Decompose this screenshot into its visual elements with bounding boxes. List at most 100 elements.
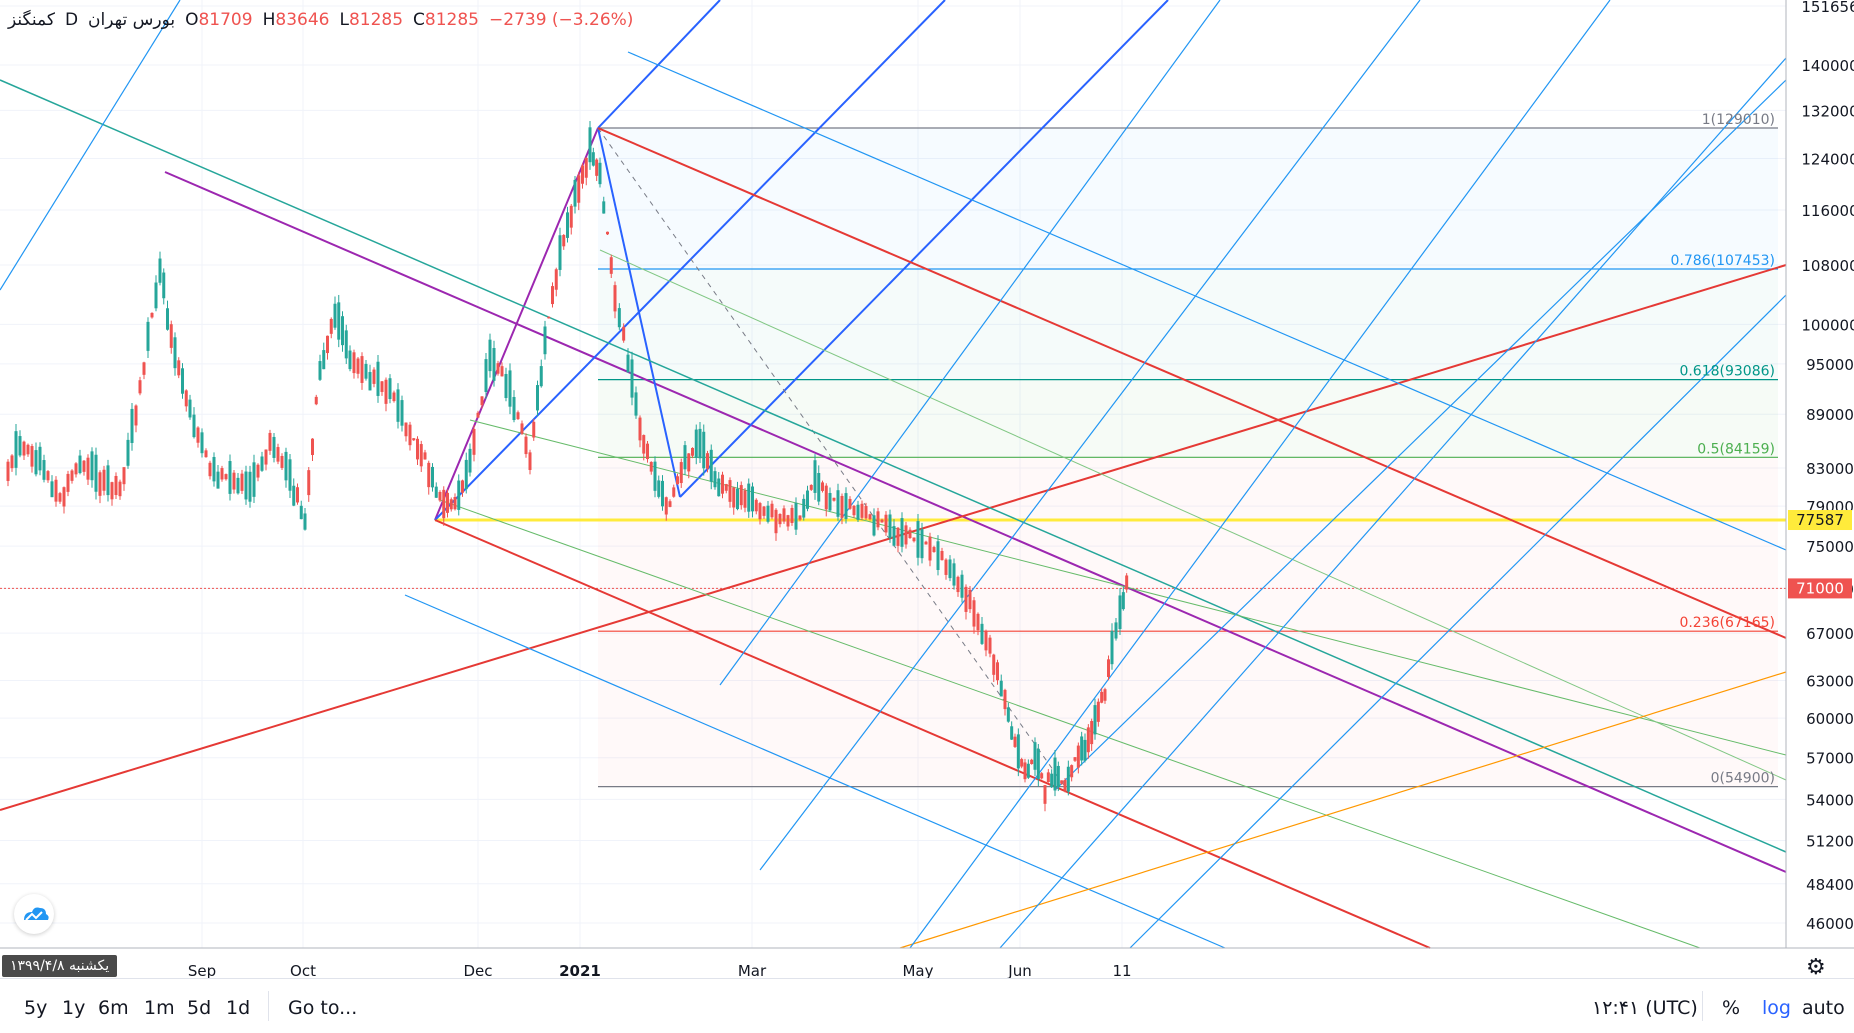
candle-body [341,316,344,346]
candle-body [864,506,868,519]
candle-body [427,462,431,488]
pitchfork-line [1129,294,1787,949]
blue-channel-line [679,0,1169,498]
price-tick-label: 46000 [1806,915,1854,933]
candle-body [400,400,404,426]
symbol-name[interactable]: کمنگنز [8,10,55,30]
interval[interactable]: D [64,10,79,30]
fib-label: 0.618(93086) [1679,364,1775,380]
price-tick-label: 51200 [1806,832,1854,850]
cloud-icon [24,907,49,921]
range-5d-button[interactable]: 5d [187,997,212,1019]
goto-button[interactable]: Go to... [288,997,358,1019]
candle-body [952,563,956,586]
candle-body [528,452,532,470]
candle-body [196,427,200,443]
log-toggle[interactable]: log [1762,997,1791,1019]
candle-body [721,474,724,494]
price-badge [1788,578,1852,599]
candle-body [774,509,778,534]
candle-body [904,525,908,545]
candle-body [392,392,396,402]
candle-body [964,586,968,612]
candle-body [595,159,599,176]
candle-body [453,497,457,510]
candle-body [492,347,496,381]
range-5y-button[interactable]: 5y [24,997,48,1019]
candle-body [634,392,638,416]
candle-body [248,471,252,502]
candle-body [380,381,384,392]
candle-body [256,464,260,478]
candle-body [22,441,26,456]
lightblue-trend-line [627,51,1787,551]
candle-body [1063,780,1067,791]
candle-body [472,428,476,455]
fib-label: 0.786(107453) [1671,253,1775,269]
candle-body [1056,765,1060,788]
clock[interactable]: ۱۲:۴۱ (UTC) [1592,997,1698,1019]
settings-gear-icon[interactable]: ⚙ [1806,955,1826,980]
tradingview-logo[interactable] [14,894,54,934]
candle-body [480,396,484,406]
green-trend-line [439,499,1701,949]
candle-body [1023,762,1027,780]
candle-body [303,513,307,530]
candle-body [543,326,547,355]
candle-body [1125,575,1129,590]
candle-body [496,363,500,374]
fib-zone [598,268,1778,380]
candle-body [683,445,687,470]
candle-body [368,372,372,391]
retracement-line [597,127,1066,787]
candle-body [1076,745,1080,768]
price-tick-label: 95000 [1806,356,1854,374]
price-axis-bg [1786,0,1854,978]
toolbar-separator [1702,991,1703,1021]
candle-body [1070,765,1074,778]
candle-body [442,489,446,519]
candle-body [736,488,739,510]
price-tick-label: 48400 [1806,876,1854,894]
close-label: C [413,10,425,30]
time-tick-label: May [902,962,933,978]
candle-body [702,431,706,469]
candle-body [573,179,577,207]
auto-toggle[interactable]: auto [1802,997,1845,1019]
candle-body [14,431,18,468]
candle-body [713,471,717,488]
candle-body [609,257,613,274]
price-badge [1788,510,1852,531]
candle-body [739,485,743,506]
candle-body [1053,757,1057,791]
candle-body [912,537,916,542]
price-tick-label: 57000 [1806,750,1854,768]
pitchfork-line [759,0,1421,871]
candle-body [1083,739,1087,761]
blue-channel-line [434,0,946,521]
candle-body [516,412,520,420]
candle-body [828,493,832,511]
range-1m-button[interactable]: 1m [144,997,175,1019]
candle-body [577,175,581,203]
range-1d-button[interactable]: 1d [226,997,251,1019]
candle-body [916,521,920,558]
candle-body [1073,757,1077,761]
candle-body [58,493,62,502]
candle-body [802,498,806,518]
open-label: O [185,10,199,30]
candle-body [832,497,836,501]
candle-body [192,414,196,438]
range-6m-button[interactable]: 6m [98,997,129,1019]
price-chart[interactable]: 1(129010) 0.786(107453) 0.618(93086) 0.5(84… [0,0,1854,978]
candle-body [252,462,256,497]
percent-toggle[interactable]: % [1722,997,1741,1019]
candle-body [1040,773,1044,779]
candle-body [1107,659,1110,677]
red-channel-top [597,127,1787,639]
candle-body [996,662,999,681]
range-1y-button[interactable]: 1y [62,997,86,1019]
candle-body [606,231,609,235]
candle-body [524,436,528,455]
candle-body [856,504,860,520]
